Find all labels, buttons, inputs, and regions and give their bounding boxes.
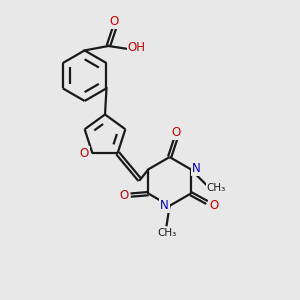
Text: O: O: [171, 126, 180, 139]
Text: N: N: [160, 199, 169, 212]
Text: O: O: [119, 189, 129, 202]
Text: O: O: [209, 199, 218, 212]
Text: O: O: [80, 147, 89, 160]
Text: N: N: [192, 162, 200, 175]
Text: CH₃: CH₃: [157, 228, 176, 238]
Text: OH: OH: [128, 41, 146, 54]
Text: CH₃: CH₃: [206, 183, 226, 193]
Text: O: O: [110, 15, 119, 28]
